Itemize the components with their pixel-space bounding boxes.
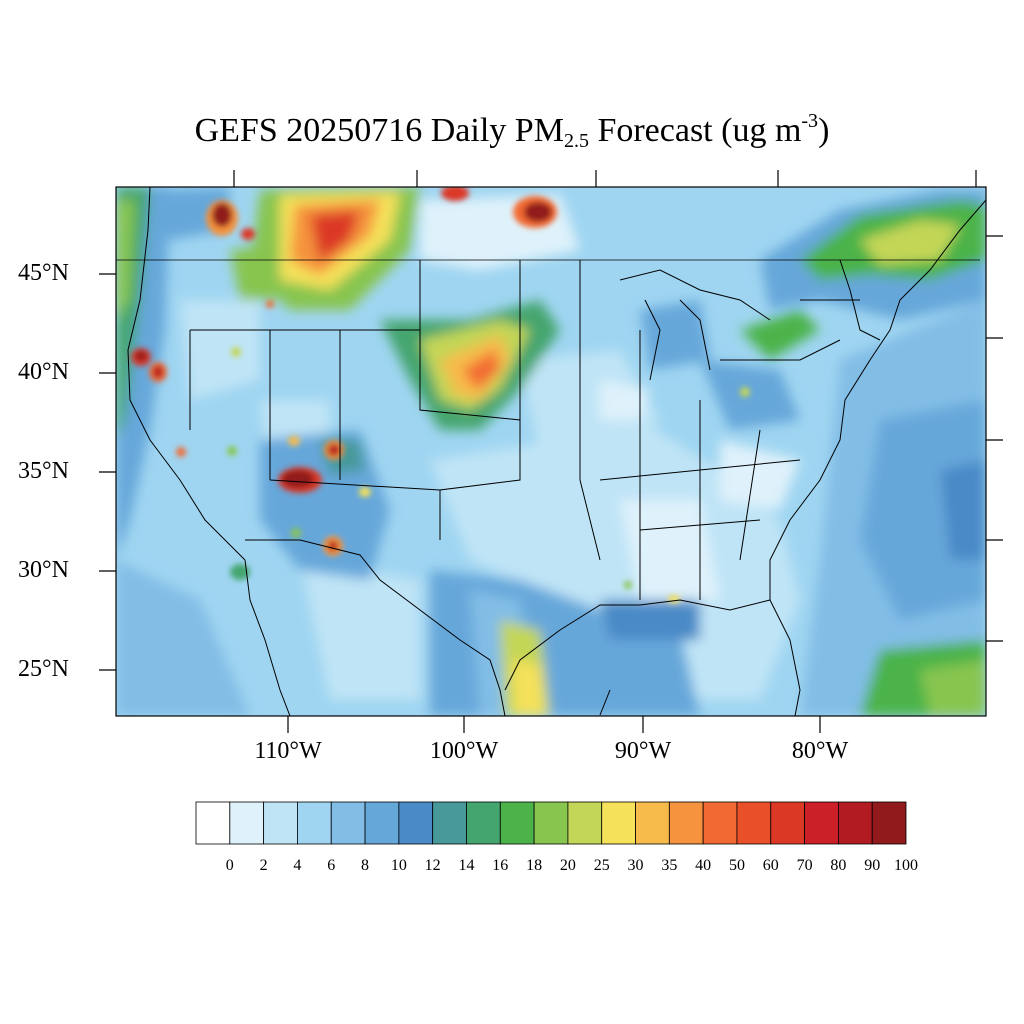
colorbar-label: 14: [458, 857, 475, 874]
lat-label-25: 25°N: [18, 656, 69, 682]
colorbar-label: 0: [225, 857, 234, 874]
colorbar-box-2: [263, 801, 298, 845]
colorbar-label: 50: [728, 857, 745, 874]
chart-title: GEFS 20250716 Daily PM2.5 Forecast (ug m…: [194, 110, 830, 152]
concentration-field: [116, 187, 986, 716]
colorbar-label: 12: [424, 857, 441, 874]
map-frame: [115, 186, 987, 717]
lat-label-30: 30°N: [18, 557, 69, 583]
colorbar-box-6: [398, 801, 434, 845]
lat-label-40: 40°N: [18, 359, 69, 385]
colorbar-label: 18: [526, 857, 543, 874]
colorbar-label: 25: [593, 857, 610, 874]
colorbar-label: 60: [762, 857, 779, 874]
colorbar-label: 30: [627, 857, 644, 874]
colorbar-label: 90: [864, 857, 881, 874]
lat-label-45: 45°N: [18, 260, 69, 286]
colorbar-box-16: [736, 801, 772, 845]
colorbar-label: 70: [796, 857, 813, 874]
colorbar-label: 35: [661, 857, 678, 874]
colorbar-box-5: [364, 801, 400, 845]
colorbar-box-3: [297, 801, 332, 845]
colorbar-box-20: [871, 801, 907, 845]
colorbar-label: 8: [361, 857, 370, 874]
colorbar-label: 40: [695, 857, 712, 874]
colorbar-box-12: [601, 801, 636, 845]
colorbar-box-10: [533, 801, 569, 845]
colorbar-label: 2: [259, 857, 268, 874]
colorbar-box-9: [499, 801, 535, 845]
colorbar-box-8: [466, 801, 501, 845]
colorbar-box-11: [567, 801, 603, 845]
colorbar-box-13: [635, 801, 670, 845]
colorbar-box-14: [668, 801, 704, 845]
lon-label-100w: 100°W: [429, 738, 499, 764]
colorbar-label: 10: [390, 857, 407, 874]
colorbar-box-4: [330, 801, 366, 845]
fire-hotspots: [131, 187, 750, 603]
colorbar-box-0: [195, 801, 231, 845]
lon-label-90w: 90°W: [614, 738, 672, 764]
colorbar-label: 6: [327, 857, 336, 874]
colorbar-label: 80: [830, 857, 847, 874]
colorbar-box-18: [804, 801, 839, 845]
colorbar: [195, 801, 907, 845]
boundaries: [116, 187, 986, 716]
axis-ticks: [99, 170, 1003, 733]
colorbar-label: 16: [492, 857, 509, 874]
colorbar-box-7: [432, 801, 467, 845]
lon-label-110w: 110°W: [254, 738, 322, 764]
colorbar-box-15: [702, 801, 738, 845]
colorbar-label: 100: [894, 857, 918, 874]
colorbar-box-19: [837, 801, 873, 845]
lon-label-80w: 80°W: [791, 738, 849, 764]
colorbar-label: 4: [293, 857, 302, 874]
colorbar-box-1: [229, 801, 265, 845]
colorbar-label: 20: [559, 857, 576, 874]
lat-label-35: 35°N: [18, 458, 69, 484]
colorbar-box-17: [770, 801, 805, 845]
